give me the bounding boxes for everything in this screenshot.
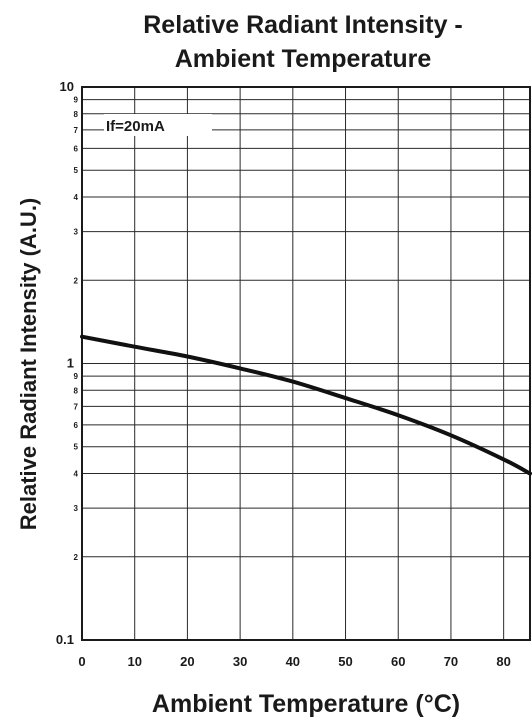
- y-tick-label-minor: 7: [74, 126, 79, 135]
- x-tick-label: 0: [78, 654, 85, 669]
- y-axis-label: Relative Radiant Intensity (A.U.): [16, 198, 41, 531]
- x-tick-label: 70: [444, 654, 458, 669]
- series-line: [80, 334, 532, 476]
- annotation-if: If=20mA: [106, 118, 165, 135]
- y-tick-label-major: 1: [67, 356, 74, 371]
- y-tick-label-major: 0.1: [56, 632, 74, 647]
- x-axis-label: Ambient Temperature (°C): [152, 690, 460, 718]
- y-tick-label-minor: 9: [74, 96, 79, 105]
- y-tick-label-minor: 6: [74, 421, 79, 430]
- annotation-background: [104, 114, 212, 136]
- x-tick-label: 20: [180, 654, 194, 669]
- plot-frame: [81, 86, 531, 641]
- x-tick-label: 10: [127, 654, 141, 669]
- x-tick-label: 50: [338, 654, 352, 669]
- y-tick-label-minor: 3: [74, 228, 79, 237]
- x-tick-label: 80: [496, 654, 510, 669]
- y-tick-label-minor: 3: [74, 504, 79, 513]
- y-tick-label-minor: 2: [74, 276, 79, 285]
- x-tick-label: 60: [391, 654, 405, 669]
- y-tick-label-minor: 8: [74, 386, 79, 395]
- x-tick-label: 30: [233, 654, 247, 669]
- y-tick-label-minor: 8: [74, 110, 79, 119]
- y-tick-label-minor: 5: [74, 166, 79, 175]
- y-tick-label-minor: 9: [74, 372, 79, 381]
- y-tick-label-minor: 5: [74, 443, 79, 452]
- y-tick-label-minor: 7: [74, 402, 79, 411]
- chart-title-line1: Relative Radiant Intensity -: [143, 11, 463, 39]
- grid: [81, 86, 530, 641]
- x-tick-label: 40: [286, 654, 300, 669]
- y-tick-label-minor: 6: [74, 144, 79, 153]
- y-tick-label-minor: 2: [74, 553, 79, 562]
- tick-labels: 0 10 20 30 40 50 60 70 80 10 1 0.1 9 8 7 6 5 4 3 2 9 8 7 6 5 4 3 2: [56, 79, 511, 669]
- chart-title-line2: Ambient Temperature: [175, 45, 432, 73]
- annotation-group: If=20mA: [104, 114, 212, 136]
- y-tick-label-minor: 4: [74, 193, 79, 202]
- y-tick-label-minor: 4: [74, 470, 79, 479]
- y-tick-label-major: 10: [60, 79, 74, 94]
